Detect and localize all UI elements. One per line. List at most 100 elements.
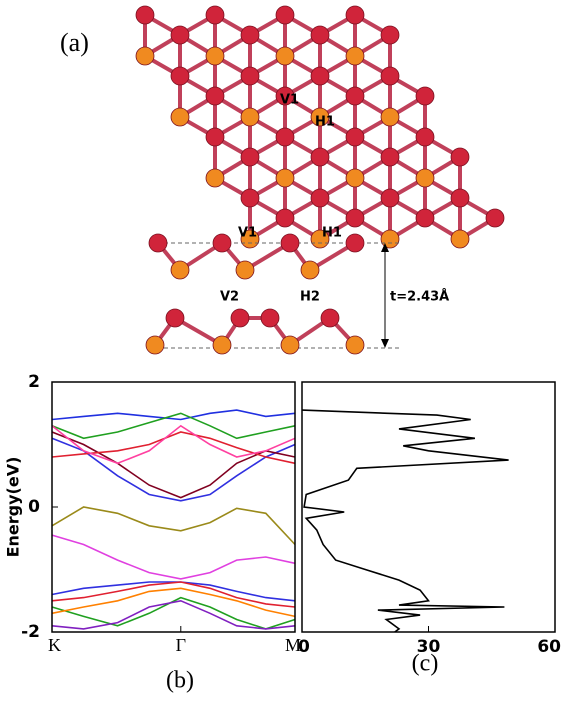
x-tick-label: 0 xyxy=(298,637,310,657)
atom xyxy=(450,147,470,167)
atom xyxy=(212,335,232,355)
atom xyxy=(135,5,155,25)
x-tick-label: Γ xyxy=(176,635,186,655)
atom xyxy=(280,335,300,355)
site-label: V1 xyxy=(238,226,257,241)
atom xyxy=(275,127,295,147)
atom xyxy=(415,208,435,228)
site-label: V1 xyxy=(280,93,299,108)
atom xyxy=(345,127,365,147)
atom xyxy=(320,308,340,328)
atom xyxy=(380,25,400,45)
atom xyxy=(275,86,295,106)
band-line xyxy=(51,437,296,502)
atom xyxy=(212,233,232,253)
atom xyxy=(300,260,320,280)
atom xyxy=(310,147,330,167)
atom xyxy=(235,260,255,280)
atom xyxy=(170,107,190,127)
atom xyxy=(205,168,225,188)
band-line xyxy=(51,581,296,602)
plot-frame xyxy=(301,381,556,633)
atom xyxy=(275,5,295,25)
atom xyxy=(345,335,365,355)
site-label: V2 xyxy=(220,290,239,305)
x-tick-label: 60 xyxy=(537,637,561,657)
panel-label: (b) xyxy=(166,668,194,694)
atom xyxy=(380,66,400,86)
atom xyxy=(450,229,470,249)
atom xyxy=(205,46,225,66)
band-line xyxy=(51,431,296,499)
atom xyxy=(205,127,225,147)
atom xyxy=(310,25,330,45)
site-label: H2 xyxy=(300,290,320,305)
panel-label: (c) xyxy=(412,651,439,677)
x-tick-label: K xyxy=(48,635,61,655)
atom xyxy=(240,66,260,86)
site-label: H1 xyxy=(315,115,335,130)
atom xyxy=(310,107,330,127)
band-line xyxy=(51,506,296,546)
atom xyxy=(275,168,295,188)
atom xyxy=(170,260,190,280)
atom xyxy=(345,208,365,228)
atom xyxy=(240,229,260,249)
plots: K Γ M -2 0 2 Energy(eV) (b) 0 30 60 (c) xyxy=(4,372,562,694)
atom xyxy=(260,308,280,328)
atom xyxy=(275,208,295,228)
plot: 0 30 60 (c) xyxy=(298,381,561,677)
atom xyxy=(148,233,168,253)
band-line xyxy=(51,581,296,608)
panel-label: (a) xyxy=(60,28,89,57)
atom xyxy=(135,46,155,66)
y-tick-label: 0 xyxy=(28,497,40,517)
atom xyxy=(205,5,225,25)
band-line xyxy=(51,431,296,465)
x-tick-label: M xyxy=(285,635,301,655)
y-tick-label: 2 xyxy=(28,372,40,392)
atom xyxy=(415,168,435,188)
thickness-label: t=2.43Å xyxy=(390,289,449,305)
band-line xyxy=(51,596,296,630)
atom xyxy=(240,25,260,45)
atom xyxy=(485,208,505,228)
atom xyxy=(450,188,470,208)
band-line xyxy=(51,599,296,630)
atom xyxy=(170,25,190,45)
atom xyxy=(170,66,190,86)
y-tick-label: -2 xyxy=(21,622,40,642)
band-line xyxy=(51,587,296,618)
atom xyxy=(280,233,300,253)
x-tick-label: 30 xyxy=(417,637,441,657)
atom xyxy=(230,308,250,328)
atom xyxy=(415,127,435,147)
y-axis-label: Energy(eV) xyxy=(4,457,23,558)
plot: K Γ M -2 0 2 Energy(eV) (b) xyxy=(4,372,302,694)
atom xyxy=(380,229,400,249)
atom xyxy=(275,46,295,66)
atom xyxy=(380,107,400,127)
band-line xyxy=(51,409,296,421)
band-line xyxy=(51,424,296,465)
atom xyxy=(145,335,165,355)
atom xyxy=(380,188,400,208)
atom xyxy=(345,233,365,253)
dos-line xyxy=(301,409,509,633)
site-label: H1 xyxy=(322,226,342,241)
atom xyxy=(165,308,185,328)
atom xyxy=(380,147,400,167)
band-line xyxy=(51,534,296,580)
atom xyxy=(240,107,260,127)
side-view xyxy=(145,233,365,355)
crystal-structure xyxy=(135,5,505,249)
atom xyxy=(240,188,260,208)
atom xyxy=(345,168,365,188)
atom xyxy=(345,5,365,25)
atom xyxy=(310,229,330,249)
atom xyxy=(415,86,435,106)
atom xyxy=(310,66,330,86)
atom xyxy=(345,46,365,66)
atom xyxy=(240,147,260,167)
